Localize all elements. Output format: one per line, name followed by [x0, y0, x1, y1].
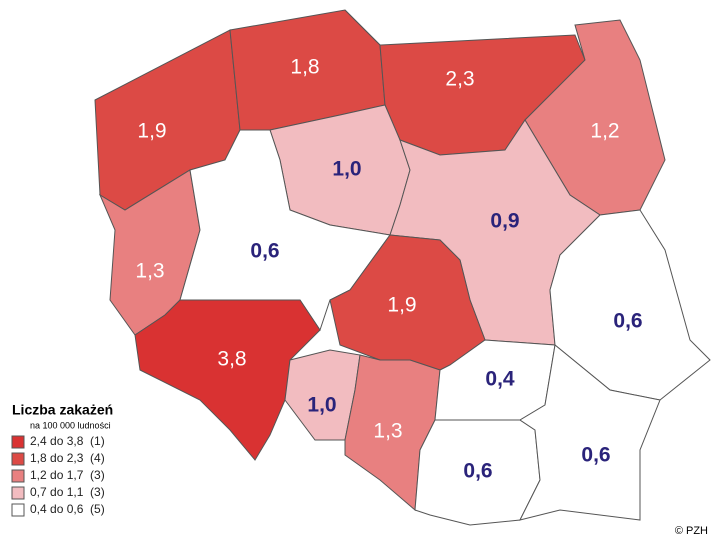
legend-items: 2,4 do 3,8 (1) 1,8 do 2,3 (4) 1,2 do 1,7 (…	[11, 434, 105, 517]
region-label: 1,9	[387, 294, 416, 317]
region-label: 0,9	[490, 210, 519, 233]
region-label: 1,2	[590, 120, 619, 143]
legend-label: 2,4 do 3,8 (1)	[30, 434, 105, 448]
region	[519, 344, 661, 521]
legend-subtitle: na 100 000 ludności	[30, 420, 111, 430]
region-label: 1,8	[290, 56, 319, 79]
legend-swatch	[11, 469, 25, 483]
region-label: 0,6	[613, 310, 642, 333]
region-label: 0,6	[250, 240, 279, 263]
region-label: 0,6	[581, 444, 610, 467]
legend-swatch	[11, 435, 25, 449]
region-label: 3,8	[217, 348, 246, 371]
legend-label: 0,7 do 1,1 (3)	[30, 485, 105, 499]
legend: Liczba zakażeń na 100 000 ludności 2,4 d…	[11, 402, 113, 517]
legend-label: 1,8 do 2,3 (4)	[30, 451, 105, 465]
legend-swatch	[11, 503, 25, 517]
region-label: 1,0	[307, 394, 336, 417]
regions	[94, 9, 711, 526]
region-label: 1,3	[373, 420, 402, 443]
region-label: 0,4	[485, 368, 515, 391]
copyright: © PZH	[675, 525, 708, 537]
legend-swatch	[11, 486, 25, 500]
region-label: 1,9	[137, 120, 166, 143]
region-label: 0,6	[463, 460, 492, 483]
region-labels: 1,9 1,8 2,3 1,2 1,0 0,9 1,3 0,6 1,9 0,6 …	[135, 56, 642, 483]
region-label: 1,0	[332, 158, 361, 181]
legend-title: Liczba zakażeń	[12, 402, 113, 418]
legend-label: 0,4 do 0,6 (5)	[30, 502, 105, 516]
region-label: 2,3	[445, 68, 474, 91]
legend-label: 1,2 do 1,7 (3)	[30, 468, 105, 482]
region-label: 1,3	[135, 260, 164, 283]
legend-swatch	[11, 452, 25, 466]
